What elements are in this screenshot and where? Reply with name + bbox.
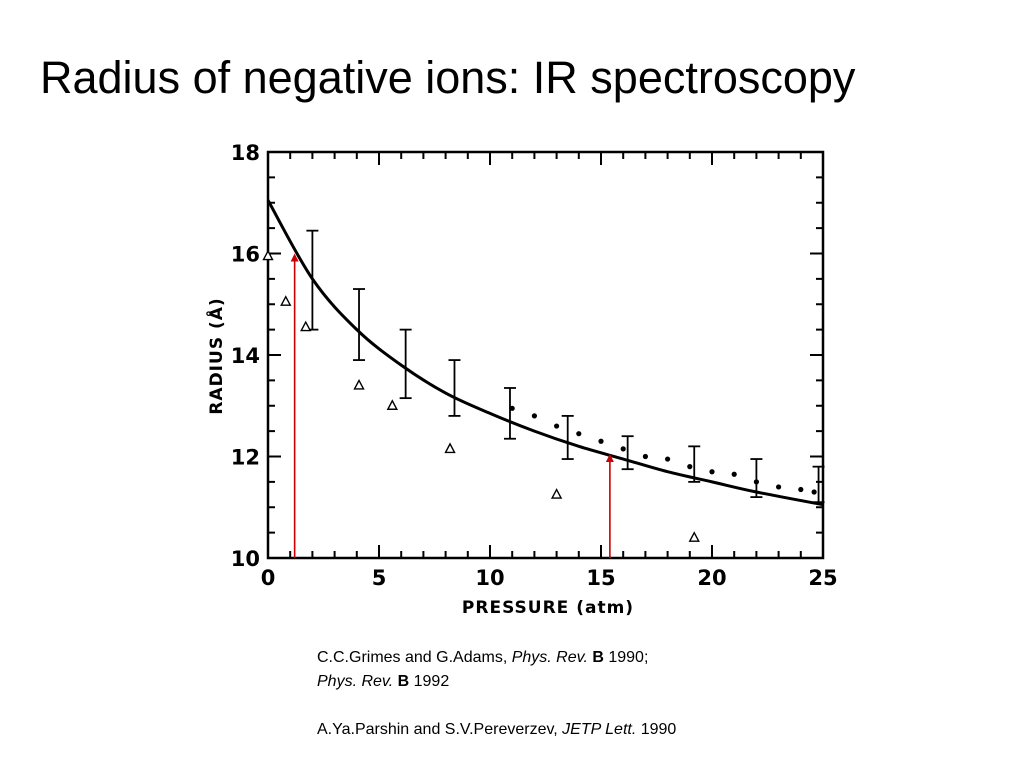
dot-point bbox=[598, 438, 604, 444]
y-tick-label: 16 bbox=[231, 243, 260, 267]
citation-year: 1990; bbox=[603, 649, 649, 666]
citation-authors: C.C.Grimes and G.Adams, bbox=[317, 649, 512, 666]
y-tick-label: 12 bbox=[231, 446, 260, 470]
triangle-point bbox=[262, 249, 274, 261]
plot-frame bbox=[266, 150, 825, 560]
triangle-point bbox=[688, 531, 700, 542]
x-tick-label: 15 bbox=[586, 566, 615, 590]
y-axis-title: RADIUS (Å) bbox=[204, 297, 227, 414]
x-tick-label: 25 bbox=[808, 566, 837, 590]
dot-point bbox=[687, 464, 693, 470]
dot-point bbox=[731, 471, 737, 477]
red-arrows bbox=[290, 253, 614, 558]
citation-line-3: A.Ya.Parshin and S.V.Pereverzev, JETP Le… bbox=[317, 718, 676, 742]
dot-point bbox=[811, 489, 817, 495]
citation-journal: Phys. Rev. bbox=[317, 673, 394, 690]
citation-journal: Phys. Rev. bbox=[511, 649, 588, 666]
dot-point bbox=[576, 431, 582, 437]
fit-curve-layer bbox=[266, 199, 824, 507]
citation-year: 1992 bbox=[409, 673, 450, 690]
citation-volume: B bbox=[592, 649, 604, 666]
triangle-point bbox=[444, 442, 456, 454]
dot-point bbox=[665, 456, 671, 462]
x-tick-label: 20 bbox=[697, 566, 726, 590]
errorbar-series bbox=[306, 229, 825, 504]
citation-volume: B bbox=[397, 673, 410, 690]
x-tick-label: 0 bbox=[261, 566, 276, 590]
y-tick-labels: 10 12 14 16 18 bbox=[231, 141, 260, 571]
triangle-point bbox=[550, 488, 563, 499]
citation-journal: JETP Lett. bbox=[562, 721, 637, 738]
y-tick-label: 14 bbox=[231, 344, 260, 368]
dot-point bbox=[509, 405, 515, 411]
citations: C.C.Grimes and G.Adams, Phys. Rev. B 199… bbox=[317, 646, 676, 742]
dot-series bbox=[509, 405, 817, 495]
citation-authors: A.Ya.Parshin and S.V.Pereverzev, bbox=[317, 721, 563, 738]
triangle-point bbox=[386, 399, 398, 410]
y-tick-label: 18 bbox=[231, 141, 260, 165]
citation-spacer bbox=[317, 694, 676, 718]
triangle-point bbox=[280, 295, 292, 306]
dot-point bbox=[620, 446, 626, 452]
dot-point bbox=[753, 479, 760, 485]
dot-point bbox=[531, 413, 538, 419]
red-arrow-head bbox=[290, 253, 299, 262]
red-arrow-head bbox=[605, 453, 614, 462]
dot-point bbox=[554, 423, 560, 429]
dot-point bbox=[642, 453, 649, 460]
x-tick-label: 5 bbox=[372, 566, 387, 590]
citation-line-2: Phys. Rev. B 1992 bbox=[317, 670, 676, 694]
fit-curve bbox=[266, 199, 824, 507]
x-tick-labels: 0 5 10 15 20 25 bbox=[261, 566, 838, 590]
triangle-series bbox=[262, 249, 700, 542]
dot-point bbox=[709, 469, 715, 475]
slide-title: Radius of negative ions: IR spectroscopy bbox=[40, 52, 856, 103]
radius-vs-pressure-chart: 0 5 10 15 20 25 10 12 14 16 18 PRESSURE (atm) RAD… bbox=[204, 141, 838, 618]
triangle-point bbox=[300, 320, 312, 332]
x-axis-title: PRESSURE (atm) bbox=[462, 598, 634, 618]
dot-point bbox=[776, 484, 782, 490]
triangle-point bbox=[353, 378, 365, 390]
citation-line-1: C.C.Grimes and G.Adams, Phys. Rev. B 199… bbox=[317, 646, 676, 670]
x-tick-label: 10 bbox=[475, 566, 504, 590]
axis-ticks bbox=[267, 151, 824, 559]
dot-point bbox=[798, 486, 804, 493]
citation-year: 1990 bbox=[636, 721, 677, 738]
y-tick-label: 10 bbox=[231, 547, 260, 571]
